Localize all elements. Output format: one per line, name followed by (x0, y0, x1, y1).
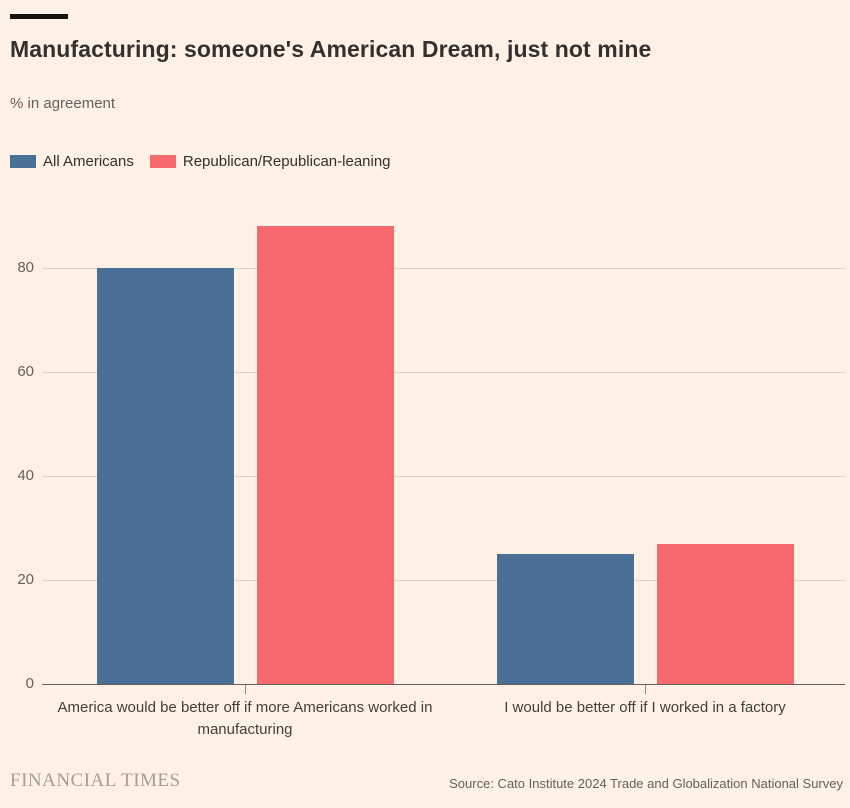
y-tick-label: 60 (17, 363, 34, 380)
gridline-60 (42, 372, 845, 373)
x-axis-baseline (42, 684, 845, 685)
source-note: Source: Cato Institute 2024 Trade and Gl… (449, 776, 843, 791)
chart-title: Manufacturing: someone's American Dream,… (10, 36, 652, 62)
chart-subtitle: % in agreement (10, 95, 116, 112)
legend-swatch-red (149, 155, 176, 168)
financial-times-logo: FINANCIAL TIMES (10, 770, 181, 791)
gridline-80 (42, 268, 845, 269)
bar-all-americans-group2 (496, 554, 634, 684)
x-tick (645, 685, 646, 694)
legend-swatch-blue (10, 155, 36, 168)
legend-label: All Americans (43, 153, 134, 170)
legend-item-all-americans: All Americans (10, 153, 134, 170)
legend-label: Republican/Republican-leaning (182, 153, 391, 170)
gridline-40 (42, 476, 845, 477)
bar-republican-group2 (656, 544, 794, 684)
category-label: America would be better off if more Amer… (57, 699, 433, 738)
legend-item-republican: Republican/Republican-leaning (149, 153, 391, 170)
bar-all-americans-group1 (96, 268, 234, 684)
title-rule (10, 14, 68, 19)
x-tick (245, 685, 246, 694)
y-tick-label: 20 (17, 571, 34, 588)
y-tick-label: 40 (17, 467, 34, 484)
legend: All Americans Republican/Republican-lean… (10, 153, 391, 170)
gridline-20 (42, 580, 845, 581)
category-label: I would be better off if I worked in a f… (504, 699, 786, 716)
y-tick-label: 80 (17, 259, 34, 276)
bar-republican-group1 (256, 226, 394, 684)
y-tick-label: 0 (25, 675, 34, 692)
